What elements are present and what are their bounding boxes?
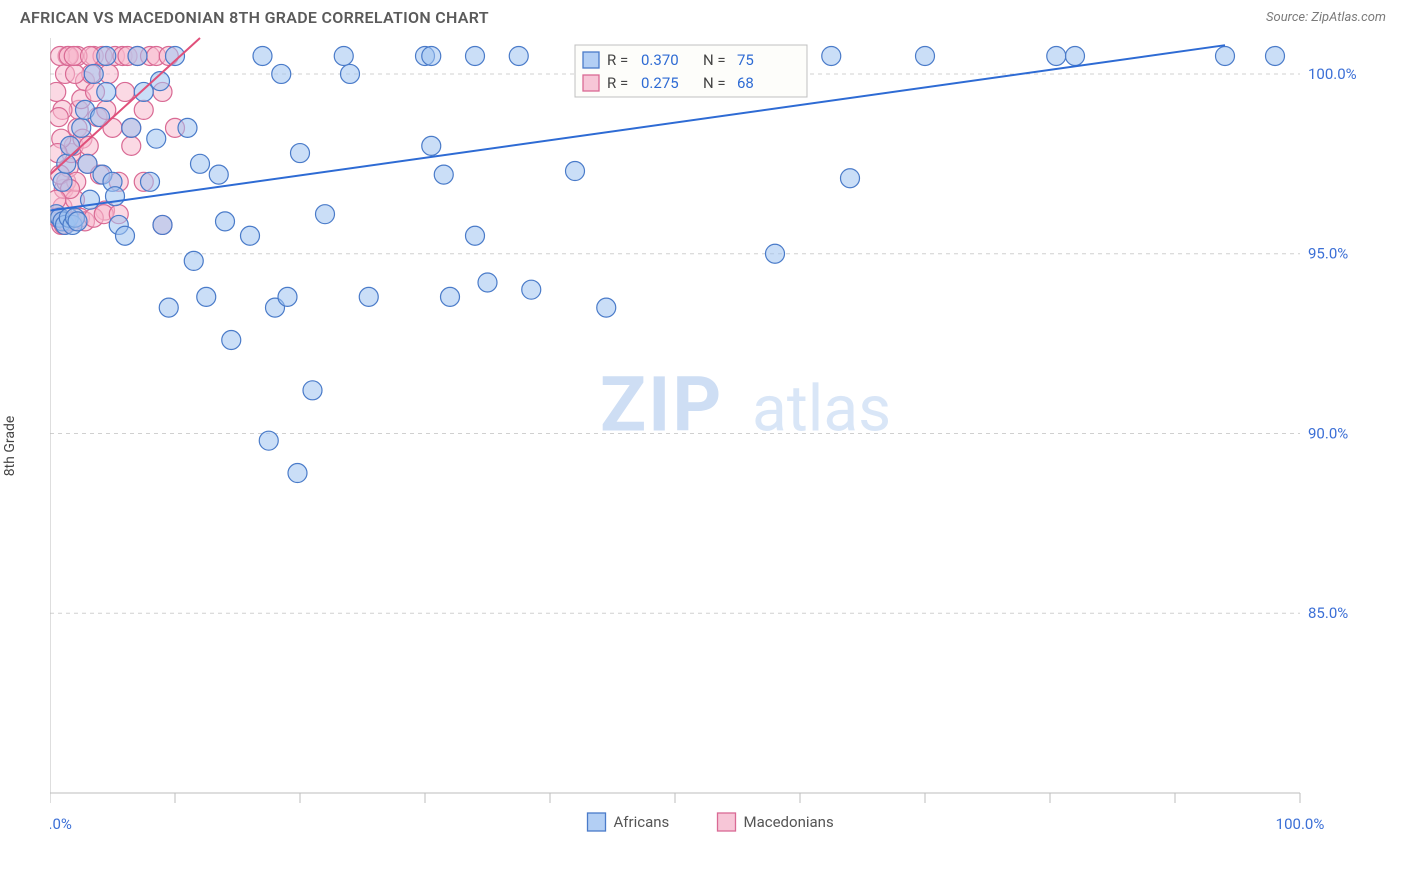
data-point [57, 154, 76, 173]
data-point [766, 244, 785, 263]
data-point [50, 82, 66, 101]
data-point [916, 46, 935, 65]
data-point [122, 136, 141, 155]
legend-swatch-blue-icon [583, 52, 599, 68]
data-point [822, 46, 841, 65]
legend-swatch-pink-icon [718, 813, 736, 831]
data-point [122, 118, 141, 137]
data-point [72, 118, 91, 137]
data-point [278, 287, 297, 306]
data-point [441, 287, 460, 306]
legend-label-macedonians: Macedonians [744, 813, 834, 831]
svg-text:R =: R = [607, 51, 628, 69]
svg-text:N =: N = [703, 51, 726, 69]
data-point [116, 82, 135, 101]
y-axis-label: 8th Grade [2, 416, 18, 477]
data-point [272, 64, 291, 83]
legend-label-africans: Africans [614, 813, 670, 831]
watermark: ZIP atlas [600, 360, 891, 450]
data-point [153, 215, 172, 234]
data-point [184, 251, 203, 270]
data-point [134, 82, 153, 101]
data-point [422, 46, 441, 65]
data-point [134, 100, 153, 119]
data-point [1047, 46, 1066, 65]
data-point [316, 205, 335, 224]
svg-text:atlas: atlas [752, 372, 891, 447]
stat-r-africans: 0.370 [641, 51, 679, 69]
data-point [303, 381, 322, 400]
chart-source: Source: ZipAtlas.com [1266, 10, 1386, 25]
data-point [159, 298, 178, 317]
stat-n-africans: 75 [737, 51, 754, 69]
data-point [128, 46, 147, 65]
data-point [50, 108, 68, 127]
data-point [178, 118, 197, 137]
chart-header: AFRICAN VS MACEDONIAN 8TH GRADE CORRELAT… [0, 0, 1406, 33]
data-point [422, 136, 441, 155]
data-point [478, 273, 497, 292]
data-point [253, 46, 272, 65]
stat-n-macedonians: 68 [737, 74, 754, 92]
svg-text:N =: N = [703, 74, 726, 92]
data-point [288, 464, 307, 483]
y-tick-label: 85.0% [1308, 604, 1348, 622]
data-point [222, 331, 241, 350]
data-point [97, 46, 116, 65]
data-point [68, 212, 87, 231]
data-point [147, 129, 166, 148]
data-point [1266, 46, 1285, 65]
data-point [259, 431, 278, 450]
y-tick-label: 95.0% [1308, 245, 1348, 263]
legend-swatch-pink-icon [583, 75, 599, 91]
scatter-chart: ZIP atlas 100.0% 95.0% 90.0% 85.0% 0.0% 100.0% R… [50, 33, 1368, 859]
data-point [1216, 46, 1235, 65]
data-point [66, 64, 85, 83]
data-point [241, 226, 260, 245]
data-point [216, 212, 235, 231]
data-point [291, 144, 310, 163]
data-point [191, 154, 210, 173]
data-point [566, 162, 585, 181]
data-point [197, 287, 216, 306]
x-tick-label: 100.0% [1276, 815, 1325, 833]
data-point [509, 46, 528, 65]
data-point [116, 226, 135, 245]
data-point [209, 165, 228, 184]
svg-text:R =: R = [607, 74, 628, 92]
data-point [334, 46, 353, 65]
data-point [97, 82, 116, 101]
data-point [466, 226, 485, 245]
data-point [53, 172, 72, 191]
data-point [522, 280, 541, 299]
data-point [434, 165, 453, 184]
y-tick-label: 90.0% [1308, 424, 1348, 442]
data-point [141, 172, 160, 191]
data-point [84, 64, 103, 83]
x-tick-label: 0.0% [50, 815, 72, 833]
y-tick-label: 100.0% [1308, 65, 1357, 83]
data-point [1066, 46, 1085, 65]
svg-text:ZIP: ZIP [600, 360, 723, 450]
stat-r-macedonians: 0.275 [641, 74, 679, 92]
data-point [841, 169, 860, 188]
data-point [61, 136, 80, 155]
data-point [597, 298, 616, 317]
legend-swatch-blue-icon [588, 813, 606, 831]
data-point [466, 46, 485, 65]
chart-title: AFRICAN VS MACEDONIAN 8TH GRADE CORRELAT… [20, 8, 489, 27]
data-point [359, 287, 378, 306]
data-point [341, 64, 360, 83]
chart-plot-area: ZIP atlas 100.0% 95.0% 90.0% 85.0% 0.0% 100.0% R… [50, 33, 1386, 859]
